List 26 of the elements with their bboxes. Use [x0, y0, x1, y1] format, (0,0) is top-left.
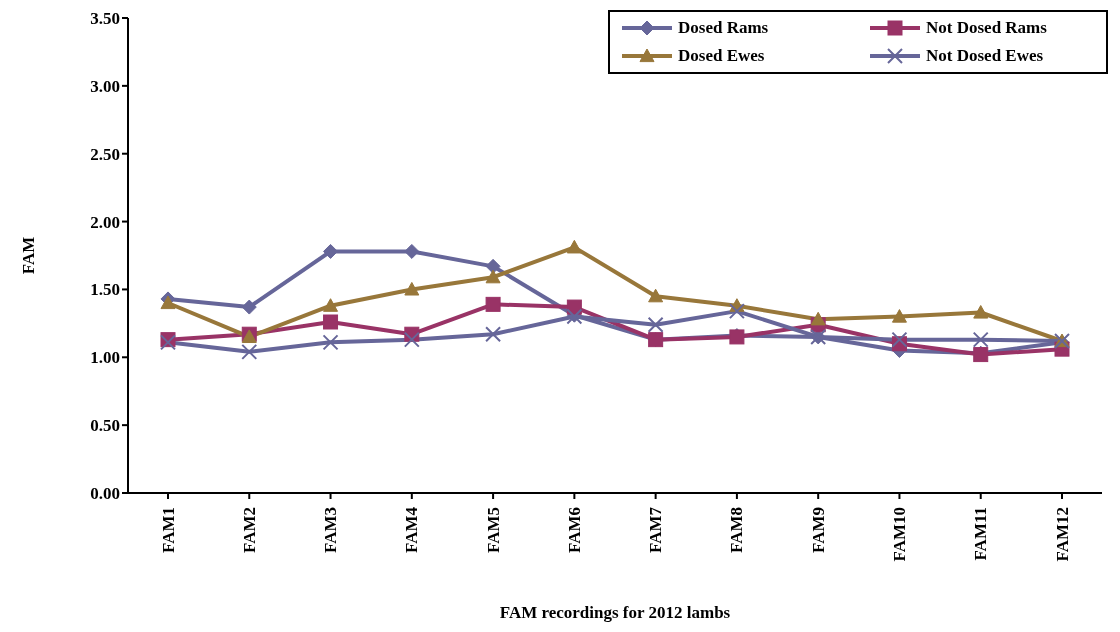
y-axis-title: FAM — [19, 236, 39, 275]
x-tick-label: FAM2 — [239, 507, 259, 553]
y-tick-label: 3.50 — [90, 9, 120, 29]
x-tick-label: FAM12 — [1052, 507, 1072, 562]
x-tick-label: FAM10 — [889, 507, 909, 562]
y-tick-label: 3.00 — [90, 76, 120, 96]
x-tick-label: FAM1 — [158, 507, 178, 553]
y-tick-label: 1.50 — [90, 280, 120, 300]
y-tick-label: 2.50 — [90, 144, 120, 164]
legend-label: Dosed Ewes — [678, 46, 765, 66]
y-tick-label: 0.50 — [90, 416, 120, 436]
x-tick-label: FAM8 — [727, 507, 747, 553]
y-tick-label: 1.00 — [90, 348, 120, 368]
legend-label: Not Dosed Rams — [926, 18, 1047, 38]
legend-label: Dosed Rams — [678, 18, 769, 38]
x-tick-label: FAM3 — [321, 507, 341, 553]
x-axis-title: FAM recordings for 2012 lambs — [499, 603, 731, 622]
x-tick-label: FAM7 — [646, 506, 666, 553]
y-tick-label: 2.00 — [90, 212, 120, 232]
x-tick-label: FAM5 — [483, 507, 503, 553]
x-tick-label: FAM6 — [564, 507, 584, 553]
x-tick-label: FAM9 — [808, 507, 828, 553]
x-tick-label: FAM11 — [971, 507, 991, 561]
legend-label: Not Dosed Ewes — [926, 46, 1044, 66]
y-tick-label: 0.00 — [90, 484, 120, 504]
x-tick-label: FAM4 — [402, 506, 422, 553]
